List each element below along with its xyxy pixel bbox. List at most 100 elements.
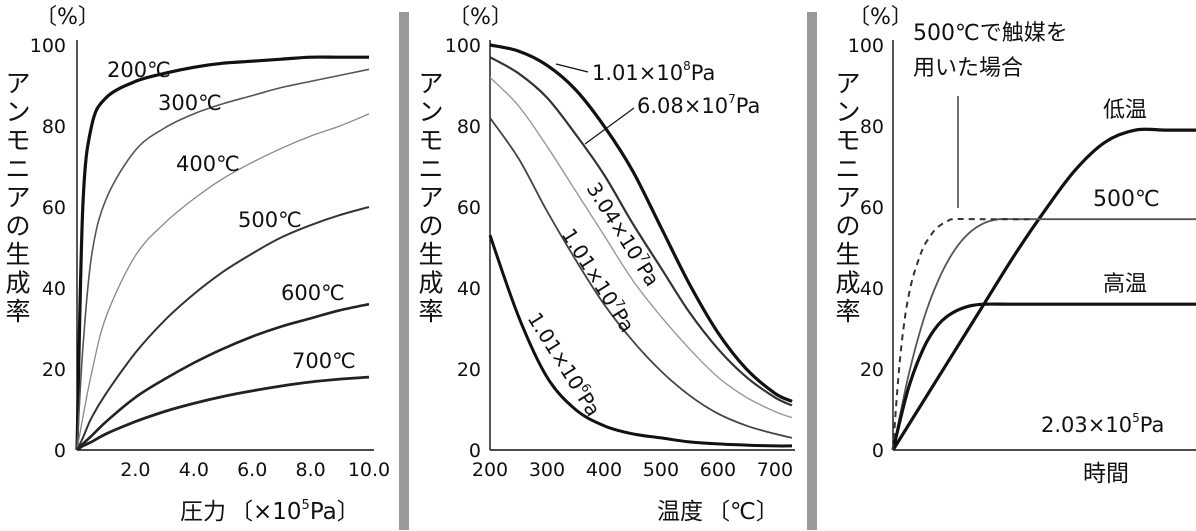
p3-pressure-label: 2.03×105Pa: [1041, 411, 1164, 437]
p1-x-axis-title-close: 〕: [337, 499, 360, 525]
p2-y-tick-label: 0: [469, 440, 481, 462]
panel-separator-left: [399, 12, 409, 530]
p2-y-axis-title-char: の: [418, 212, 443, 241]
p2-leader-608e7: [584, 107, 635, 145]
p3-y-tick-label: 100: [848, 35, 884, 57]
p2-leader-1e8: [555, 63, 589, 73]
p1-y-axis-title-char: 率: [5, 297, 30, 326]
p1-y-tick-label: 20: [42, 359, 66, 381]
p2-label-1e8-post: Pa: [691, 61, 716, 85]
p2-y-axis-title-char: 生: [418, 240, 443, 269]
p1-y-tick-label: 100: [30, 35, 66, 57]
p1-series-label-400: 400℃: [176, 152, 240, 176]
p3-series-line: [891, 302, 1196, 451]
p1-x-tick-label: 8.0: [295, 459, 325, 481]
p1-unit-label: 〔%〕: [35, 5, 100, 30]
p2-x-ticks: 200 300 400 500 600 700: [472, 459, 793, 481]
p1-series-label-600: 600℃: [281, 281, 345, 305]
p3-y-tick-label: 40: [860, 278, 884, 300]
p2-label-101e6-post: Pa: [573, 388, 606, 421]
p2-label-608e7-pre: 6.08×10: [637, 94, 728, 118]
p3-y-axis-title-char: の: [835, 212, 860, 241]
p1-y-tick-label: 40: [42, 278, 66, 300]
p3-catalyst-note-line1: 500℃で触媒を: [913, 21, 1068, 46]
p3-series-label-high: 高温: [1103, 272, 1147, 297]
p3-y-tick-label: 80: [860, 116, 884, 138]
p2-label-101e7-post: Pa: [607, 304, 640, 337]
p2-label-1e8-pre: 1.01×10: [592, 61, 683, 85]
p1-x-axis-title: 圧力 〔×105Pa〕: [180, 498, 360, 525]
p3-pressure-post: Pa: [1140, 413, 1165, 437]
p2-y-axis-title-char: 率: [418, 297, 443, 326]
p2-y-tick-label: 20: [457, 359, 481, 381]
p3-series-label-low: 低温: [1103, 98, 1147, 123]
p2-y-axis-title-char: 成: [418, 269, 443, 298]
p1-series-line: [76, 302, 370, 451]
p3-y-axis-title-char: モ: [835, 126, 860, 155]
p2-y-axis-title-char: ン: [418, 98, 443, 127]
p3-y-tick-label: 0: [872, 440, 884, 462]
p1-series-label-200: 200℃: [107, 58, 171, 82]
p2-series-label-608e7: 6.08×107Pa: [637, 92, 760, 118]
p2-x-tick-label: 400: [586, 459, 622, 481]
p2-series-line: [489, 76, 793, 419]
p1-x-axis-title-main: 圧力: [180, 499, 226, 525]
p2-label-1e8-sup: 8: [683, 59, 691, 73]
p2-label-608e7-post: Pa: [736, 94, 761, 118]
p3-series-label-500: 500℃: [1093, 187, 1160, 212]
p1-x-axis-title-unit-post: Pa: [310, 499, 337, 525]
p2-x-tick-label: 600: [700, 459, 736, 481]
p1-series-label-500: 500℃: [238, 208, 302, 232]
p1-y-axis-title-char: ン: [5, 98, 30, 127]
p2-y-axis-title-char: ア: [418, 69, 443, 98]
p3-pressure-pre: 2.03×10: [1041, 413, 1132, 437]
p2-x-axis-title-unit: 〔℃〕: [707, 499, 779, 525]
p1-y-axis-title-char: の: [5, 212, 30, 241]
p3-y-axis-title-char: ニ: [835, 155, 860, 184]
p1-series-label-300: 300℃: [158, 91, 222, 115]
p2-y-ticks: 0 20 40 60 80 100: [445, 35, 481, 462]
p2-x-tick-label: 300: [529, 459, 565, 481]
p3-y-tick-label: 20: [860, 359, 884, 381]
p2-series-line: [489, 56, 793, 407]
p3-y-axis-title-char: ン: [835, 98, 860, 127]
p1-series-label-700: 700℃: [292, 349, 356, 373]
p1-y-axis-title-char: 生: [5, 240, 30, 269]
p3-y-ticks: 0 20 40 60 80 100: [848, 35, 884, 462]
p1-series-line: [76, 206, 370, 451]
p3-catalyst-note-line2: 用いた場合: [913, 56, 1023, 81]
p1-y-tick-label: 0: [54, 440, 66, 462]
p1-y-axis-title-char: モ: [5, 126, 30, 155]
p1-y-tick-label: 60: [42, 197, 66, 219]
p1-x-axis-title-unit-pre: 〔×10: [230, 499, 302, 525]
p2-y-axis-title-char: モ: [418, 126, 443, 155]
p2-series-line: [488, 234, 793, 448]
p2-y-tick-label: 100: [445, 35, 481, 57]
p2-series-label-101e6: 1.01×106Pa: [523, 307, 607, 420]
p2-series-label-1e8: 1.01×108Pa: [592, 59, 715, 85]
p1-series-line: [76, 113, 370, 451]
p2-x-axis-title-main: 温度: [657, 499, 703, 525]
p3-y-axis-title-char: 生: [835, 240, 860, 269]
p1-x-tick-label: 10.0: [348, 459, 390, 481]
p2-x-tick-label: 200: [472, 459, 508, 481]
p1-x-axis-title-unit-sup: 5: [302, 498, 310, 513]
p1-y-axis-title-char: ニ: [5, 155, 30, 184]
p2-y-tick-label: 60: [457, 197, 481, 219]
p1-y-axis-title-char: 成: [5, 269, 30, 298]
p1-y-axis-title-char: ア: [5, 183, 30, 212]
p2-x-axis-title: 温度 〔℃〕: [657, 499, 779, 525]
p2-y-axis-title-char: ニ: [418, 155, 443, 184]
p3-unit-label: 〔%〕: [848, 5, 913, 30]
p3-y-axis-title-char: ア: [835, 183, 860, 212]
p3-y-axis-title-char: ア: [835, 69, 860, 98]
p1-series-line: [76, 68, 370, 451]
p3-y-tick-label: 60: [860, 197, 884, 219]
panel-separator-right: [807, 12, 817, 530]
p1-x-tick-label: 2.0: [120, 459, 150, 481]
